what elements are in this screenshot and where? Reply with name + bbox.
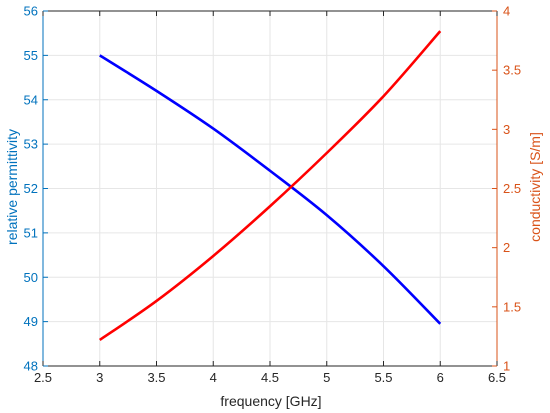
x-tick-label: 2.5 [34, 370, 52, 385]
y-left-tick-label: 48 [24, 359, 38, 374]
y-right-tick-label: 2 [503, 240, 510, 255]
x-tick-label: 5.5 [374, 370, 392, 385]
y-right-tick-label: 2.5 [503, 181, 521, 196]
y-axis-left-label: relative permittivity [4, 129, 20, 245]
y-right-tick-label: 3.5 [503, 63, 521, 78]
series-line-conductivity [99, 30, 442, 342]
y-left-tick-label: 56 [24, 4, 38, 19]
y-left-tick-label: 54 [24, 92, 38, 107]
x-tick-label: 4.5 [261, 370, 279, 385]
x-tick-label: 3.5 [147, 370, 165, 385]
axes: 2.5 3 3.5 4 4.5 5 5.5 6 6.5 48 49 50 51 52 53 54 55 56 1 1.… [24, 4, 522, 386]
y-left-tick-label: 49 [24, 314, 38, 329]
y-left-tick-label: 52 [24, 181, 38, 196]
y-left-tick-label: 53 [24, 137, 38, 152]
y-right-tick-label: 1 [503, 359, 510, 374]
y-left-tick-label: 51 [24, 225, 38, 240]
series-layer [99, 30, 442, 342]
y-axis-right-label: conductivity [S/m] [527, 132, 543, 242]
x-tick-label: 6 [437, 370, 444, 385]
y-left-tick-label: 55 [24, 48, 38, 63]
x-tick-label: 6.5 [488, 370, 506, 385]
y-left-tick-label: 50 [24, 270, 38, 285]
series-line-permittivity [99, 54, 442, 325]
x-tick-label: 5 [323, 370, 330, 385]
y-right-tick-label: 1.5 [503, 299, 521, 314]
y-right-tick-label: 4 [503, 4, 510, 19]
x-tick-label: 3 [96, 370, 103, 385]
y-right-tick-label: 3 [503, 122, 510, 137]
x-tick-label: 4 [210, 370, 217, 385]
x-axis-label: frequency [GHz] [220, 393, 321, 409]
